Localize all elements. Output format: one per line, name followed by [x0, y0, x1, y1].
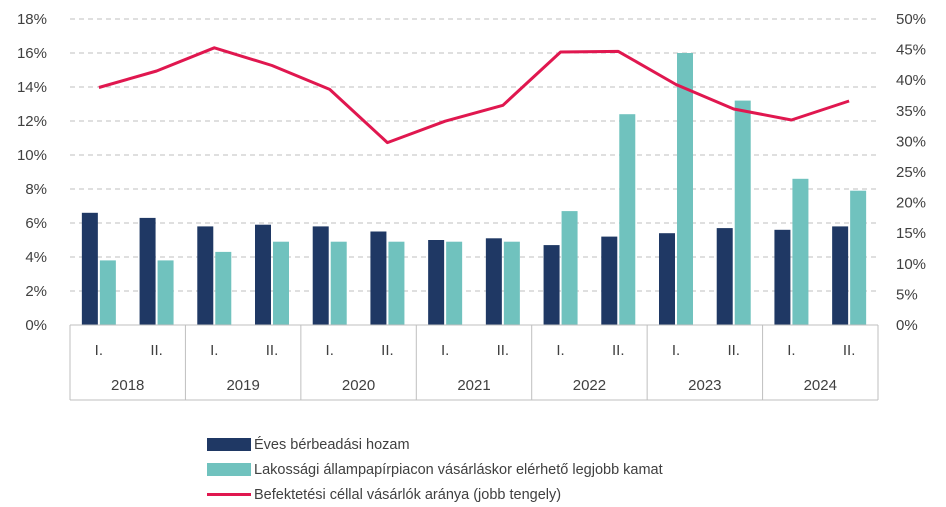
y-right-tick-label: 0%: [896, 317, 918, 334]
bar-rental-yield: [428, 240, 445, 325]
bar-bond-rate: [619, 114, 636, 325]
bar-rental-yield: [832, 226, 849, 325]
bar-bond-rate: [215, 251, 232, 325]
bar-bond-rate: [734, 100, 751, 325]
bar-bond-rate: [99, 260, 116, 325]
y-left-tick-label: 0%: [25, 317, 47, 334]
legend-swatch-bond-rate: [207, 463, 251, 476]
bar-rental-yield: [601, 236, 618, 325]
bar-rental-yield: [716, 228, 733, 325]
x-year-label: 2023: [688, 377, 721, 394]
x-tick-label: II.: [266, 342, 279, 359]
y-left-tick-label: 2%: [25, 283, 47, 300]
y-left-tick-label: 10%: [17, 147, 47, 164]
line-series: [98, 46, 850, 145]
bar-bond-rate: [446, 241, 463, 325]
bar-rental-yield: [370, 231, 387, 325]
y-right-tick-label: 35%: [896, 103, 926, 120]
x-year-label: 2021: [457, 377, 490, 394]
legend-item-investor-share: Befektetési céllal vásárlók aránya (jobb…: [207, 482, 663, 507]
y-right-tick-label: 10%: [896, 256, 926, 273]
x-tick-label: II.: [843, 342, 856, 359]
bar-rental-yield: [81, 212, 98, 325]
x-tick-label: I.: [326, 342, 334, 359]
x-tick-label: II.: [612, 342, 625, 359]
bar-bond-rate: [677, 53, 693, 325]
bars: [81, 53, 867, 325]
bar-bond-rate: [792, 178, 809, 325]
y-left-tick-label: 14%: [17, 79, 47, 96]
x-year-label: 2022: [573, 377, 606, 394]
legend-label-bond-rate: Lakossági állampapírpiacon vásárláskor e…: [254, 461, 663, 478]
y-right-tick-label: 25%: [896, 164, 926, 181]
x-year-label: 2018: [111, 377, 144, 394]
bar-rental-yield: [312, 226, 329, 325]
bar-bond-rate: [850, 190, 867, 325]
y-left-tick-label: 4%: [25, 249, 47, 266]
x-year-label: 2020: [342, 377, 375, 394]
x-tick-label: II.: [497, 342, 510, 359]
bar-bond-rate: [157, 260, 174, 325]
legend-label-rental-yield: Éves bérbeadási hozam: [254, 436, 410, 453]
bar-rental-yield: [197, 226, 214, 325]
legend-swatch-investor-share: [207, 493, 251, 496]
y-right-tick-label: 45%: [896, 42, 926, 59]
x-tick-label: I.: [95, 342, 103, 359]
legend-item-bond-rate: Lakossági állampapírpiacon vásárláskor e…: [207, 457, 663, 482]
x-year-label: 2019: [226, 377, 259, 394]
bar-bond-rate: [503, 241, 520, 325]
x-tick-label: I.: [787, 342, 795, 359]
bar-rental-yield: [774, 229, 791, 325]
x-year-label: 2024: [804, 377, 837, 394]
bar-rental-yield: [543, 245, 560, 325]
x-tick-label: I.: [441, 342, 449, 359]
x-tick-label: II.: [150, 342, 163, 359]
y-right-tick-label: 5%: [896, 286, 918, 303]
legend-swatch-rental-yield: [207, 438, 251, 451]
y-right-tick-label: 50%: [896, 11, 926, 28]
y-right-tick-label: 20%: [896, 195, 926, 212]
bar-rental-yield: [485, 238, 502, 325]
x-tick-label: II.: [727, 342, 740, 359]
x-tick-label: II.: [381, 342, 394, 359]
y-right-tick-label: 40%: [896, 72, 926, 89]
line-investor-share: [98, 46, 850, 145]
y-left-tick-label: 18%: [17, 11, 47, 28]
axes: 0% 2% 4% 6% 8% 10% 12% 14% 16% 18% 0% 5% 10% 15% 20% 25…: [17, 11, 926, 401]
legend-label-investor-share: Befektetési céllal vásárlók aránya (jobb…: [254, 486, 562, 503]
x-tick-label: I.: [210, 342, 218, 359]
bar-rental-yield: [659, 233, 675, 325]
legend-item-rental-yield: Éves bérbeadási hozam: [207, 432, 663, 457]
x-tick-label: I.: [556, 342, 564, 359]
legend: Éves bérbeadási hozam Lakossági állampap…: [207, 432, 663, 507]
gridlines: [70, 18, 878, 292]
y-left-tick-label: 16%: [17, 45, 47, 62]
y-right-tick-label: 15%: [896, 225, 926, 242]
bar-bond-rate: [273, 241, 289, 325]
chart: 0% 2% 4% 6% 8% 10% 12% 14% 16% 18% 0% 5% 10% 15% 20% 25…: [17, 11, 926, 401]
x-tick-label: I.: [672, 342, 680, 359]
y-left-tick-label: 6%: [25, 215, 47, 232]
bar-bond-rate: [388, 241, 405, 325]
bar-rental-yield: [255, 224, 271, 325]
bar-rental-yield: [139, 217, 156, 325]
y-left-tick-label: 8%: [25, 181, 47, 198]
y-left-tick-label: 12%: [17, 113, 47, 130]
bar-bond-rate: [330, 241, 347, 325]
bar-bond-rate: [561, 211, 578, 325]
y-right-tick-label: 30%: [896, 133, 926, 150]
